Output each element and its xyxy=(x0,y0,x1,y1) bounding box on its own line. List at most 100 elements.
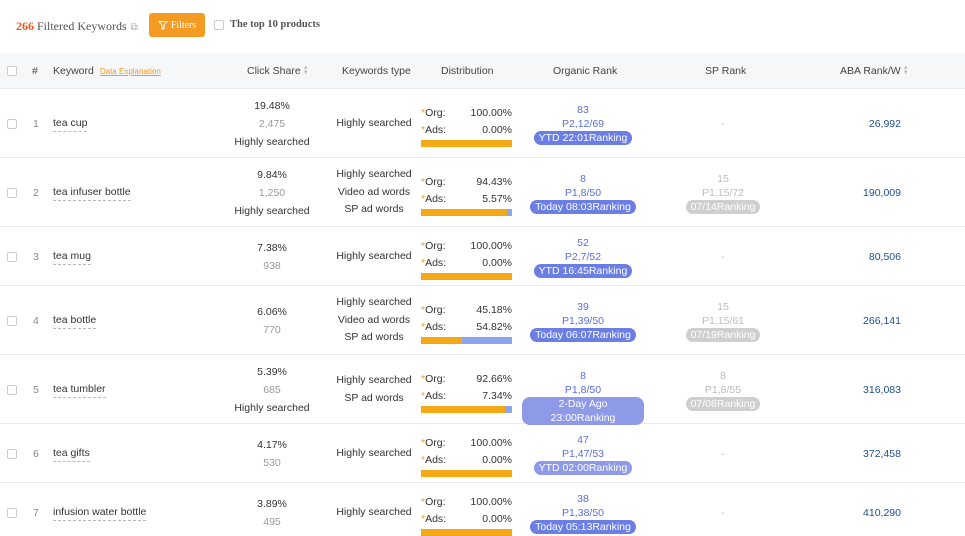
keyword-link[interactable]: tea cup xyxy=(53,117,88,132)
ads-label: Ads: xyxy=(425,389,447,402)
row-checkbox[interactable] xyxy=(7,508,17,518)
org-percent: 100.00% xyxy=(470,106,512,119)
top10-products-toggle[interactable]: The top 10 products xyxy=(214,19,320,30)
keyword-type-label: Video ad words xyxy=(337,185,411,198)
row-checkbox[interactable] xyxy=(7,251,17,262)
row-checkbox[interactable] xyxy=(7,315,17,326)
header-click-share-label: Click Share xyxy=(247,65,301,77)
organic-rank-value: 8 xyxy=(580,369,586,382)
click-share-percent: 19.48% xyxy=(254,99,290,112)
organic-ranking-badge[interactable]: Today 06:07Ranking xyxy=(530,327,636,342)
table-row[interactable]: 3 tea mug 7.38% 938 Highly searched *Org:… xyxy=(0,227,965,286)
ads-label: Ads: xyxy=(425,320,447,333)
filtered-keywords-count[interactable]: 266 Filtered Keywords ⧉ xyxy=(16,19,138,34)
ads-percent: 0.00% xyxy=(482,123,512,136)
click-count: 1,250 xyxy=(258,186,286,199)
keywords-type-cell: Highly searched Video ad words SP ad words xyxy=(330,294,418,347)
keyword-type-label: SP ad words xyxy=(344,391,404,404)
row-index: 3 xyxy=(33,250,39,263)
org-label: Org: xyxy=(425,175,446,188)
distribution-bar xyxy=(421,208,512,216)
sp-rank-cell: 8 P1,8/55 07/08Ranking xyxy=(663,369,783,411)
keyword-link[interactable]: tea mug xyxy=(53,250,91,265)
distribution-cell: *Org: 45.18% *Ads: 54.82% xyxy=(421,302,512,344)
org-percent: 100.00% xyxy=(470,496,512,508)
sp-rank-empty: - xyxy=(721,447,725,460)
aba-rank-value: 410,290 xyxy=(863,507,901,519)
table-row[interactable]: 5 tea tumbler 5.39% 685 Highly searched Hi… xyxy=(0,355,965,425)
table-row[interactable]: 4 tea bottle 6.06% 770 Highly searched Vid… xyxy=(0,286,965,355)
sp-ranking-badge[interactable]: 07/14Ranking xyxy=(685,199,761,214)
top10-checkbox[interactable] xyxy=(214,19,224,30)
click-share-percent: 7.38% xyxy=(257,241,287,254)
distribution-cell: *Org: 100.00% *Ads: 0.00% xyxy=(421,494,512,536)
ads-line: *Ads: 0.00% xyxy=(421,255,512,272)
row-checkbox[interactable] xyxy=(7,118,17,129)
ads-percent: 5.57% xyxy=(482,192,512,205)
sp-rank-cell: - xyxy=(663,250,783,264)
keyword-link[interactable]: tea tumbler xyxy=(53,383,106,398)
click-share-cell: 4.17% 530 xyxy=(230,436,314,472)
sort-icon[interactable]: ▲ ▼ xyxy=(302,65,309,77)
sort-icon[interactable]: ▲ ▼ xyxy=(902,65,909,77)
keyword-link[interactable]: tea infuser bottle xyxy=(53,186,131,201)
organic-ranking-badge[interactable]: 2-Day Ago 23:00Ranking xyxy=(522,396,644,425)
sp-ranking-badge[interactable]: 07/19Ranking xyxy=(685,327,761,342)
keyword-count-number: 266 xyxy=(16,19,34,33)
ads-percent: 0.00% xyxy=(482,453,512,466)
table-row[interactable]: 6 tea gifts 4.17% 530 Highly searched *Or… xyxy=(0,424,965,483)
click-share-percent: 5.39% xyxy=(257,365,287,378)
keyword-link[interactable]: tea gifts xyxy=(53,447,90,462)
row-checkbox[interactable] xyxy=(7,384,17,395)
ads-line: *Ads: 54.82% xyxy=(421,319,512,336)
organic-rank-cell: 83 P2,12/69 YTD 22:01Ranking xyxy=(522,103,644,145)
aba-rank-value: 266,141 xyxy=(863,314,901,327)
aba-rank-value: 372,458 xyxy=(863,447,901,460)
filters-button[interactable]: Filters xyxy=(149,13,205,37)
select-all-checkbox[interactable] xyxy=(7,66,17,76)
org-label: Org: xyxy=(425,239,446,252)
filters-label: Filters xyxy=(170,19,197,31)
sp-ranking-badge[interactable]: 07/08Ranking xyxy=(685,396,761,411)
organic-rank-cell: 8 P1,8/50 2-Day Ago 23:00Ranking xyxy=(522,369,644,425)
organic-ranking-badge[interactable]: YTD 22:01Ranking xyxy=(533,130,633,145)
distribution-bar-org xyxy=(421,405,506,413)
table-row[interactable]: 7 infusion water bottle 3.89% 495 Highly … xyxy=(0,483,965,536)
distribution-bar-org xyxy=(421,208,507,216)
data-explanation-link[interactable]: Data Explanation xyxy=(99,67,161,76)
ads-percent: 0.00% xyxy=(482,513,512,525)
organic-ranking-badge[interactable]: YTD 16:45Ranking xyxy=(533,263,633,278)
header-aba-rank-label: ABA Rank/W xyxy=(840,65,901,77)
keyword-link[interactable]: tea bottle xyxy=(53,314,97,329)
organic-ranking-badge[interactable]: YTD 02:00Ranking xyxy=(533,460,633,475)
distribution-cell: *Org: 100.00% *Ads: 0.00% xyxy=(421,105,512,147)
distribution-bar-org xyxy=(421,529,512,536)
keywords-type-cell: Highly searched xyxy=(330,445,418,463)
distribution-bar xyxy=(421,469,512,477)
table-row[interactable]: 1 tea cup 19.48% 2,475 Highly searched Hig… xyxy=(0,89,965,158)
header-keyword: Keyword Data Explanation xyxy=(53,65,161,77)
header-aba-rank[interactable]: ABA Rank/W ▲ ▼ xyxy=(840,65,909,77)
organic-rank-value: 38 xyxy=(577,493,589,505)
org-percent: 45.18% xyxy=(476,303,512,316)
distribution-bar xyxy=(421,336,512,344)
header-organic-rank: Organic Rank xyxy=(553,65,618,77)
org-label: Org: xyxy=(425,106,446,119)
keyword-type-label: Highly searched xyxy=(336,506,412,519)
aba-rank-value: 26,992 xyxy=(868,117,901,130)
org-percent: 100.00% xyxy=(470,436,512,449)
org-line: *Org: 100.00% xyxy=(421,238,512,255)
external-link-icon[interactable]: ⧉ xyxy=(130,22,138,33)
keywords-type-cell: Highly searched xyxy=(330,115,418,133)
ads-label: Ads: xyxy=(425,123,447,136)
header-click-share[interactable]: Click Share ▲ ▼ xyxy=(247,65,309,77)
organic-ranking-badge[interactable]: Today 05:13Ranking xyxy=(530,520,636,534)
organic-rank-value: 47 xyxy=(577,433,589,446)
row-checkbox[interactable] xyxy=(7,187,17,198)
row-checkbox[interactable] xyxy=(7,448,17,459)
table-row[interactable]: 2 tea infuser bottle 9.84% 1,250 Highly se… xyxy=(0,158,965,227)
organic-ranking-badge[interactable]: Today 08:03Ranking xyxy=(530,199,636,214)
organic-rank-page: P1,47/53 xyxy=(561,447,605,460)
row-index: 2 xyxy=(33,186,39,199)
keyword-link[interactable]: infusion water bottle xyxy=(53,506,147,521)
